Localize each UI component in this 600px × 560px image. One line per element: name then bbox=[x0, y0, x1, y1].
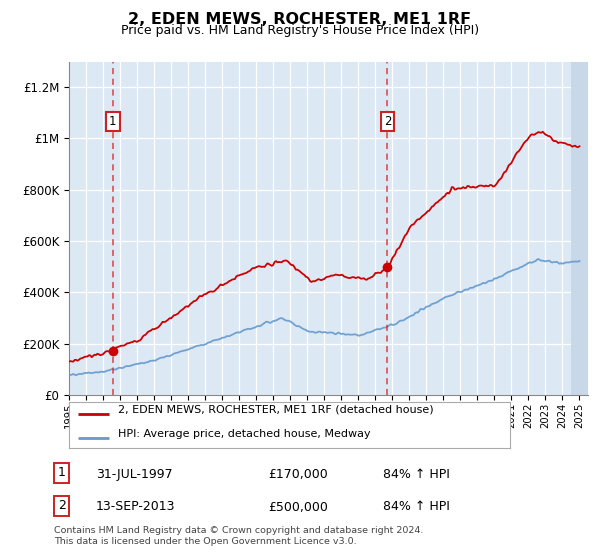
Text: 1: 1 bbox=[58, 466, 66, 479]
Text: 1: 1 bbox=[109, 115, 116, 128]
Text: 2: 2 bbox=[383, 115, 391, 128]
Text: £500,000: £500,000 bbox=[268, 501, 328, 514]
Text: 31-JUL-1997: 31-JUL-1997 bbox=[96, 468, 172, 480]
Text: 84% ↑ HPI: 84% ↑ HPI bbox=[383, 501, 450, 514]
Bar bbox=[571, 62, 590, 395]
Text: 13-SEP-2013: 13-SEP-2013 bbox=[96, 501, 175, 514]
Text: 2, EDEN MEWS, ROCHESTER, ME1 1RF (detached house): 2, EDEN MEWS, ROCHESTER, ME1 1RF (detach… bbox=[118, 404, 433, 414]
Text: 2: 2 bbox=[58, 499, 66, 512]
Bar bbox=[571, 62, 590, 395]
Text: Price paid vs. HM Land Registry's House Price Index (HPI): Price paid vs. HM Land Registry's House … bbox=[121, 24, 479, 37]
Text: £170,000: £170,000 bbox=[268, 468, 328, 480]
Text: HPI: Average price, detached house, Medway: HPI: Average price, detached house, Medw… bbox=[118, 429, 370, 439]
Text: Contains HM Land Registry data © Crown copyright and database right 2024.
This d: Contains HM Land Registry data © Crown c… bbox=[54, 526, 424, 546]
Text: 84% ↑ HPI: 84% ↑ HPI bbox=[383, 468, 450, 480]
Text: 2, EDEN MEWS, ROCHESTER, ME1 1RF: 2, EDEN MEWS, ROCHESTER, ME1 1RF bbox=[128, 12, 472, 27]
